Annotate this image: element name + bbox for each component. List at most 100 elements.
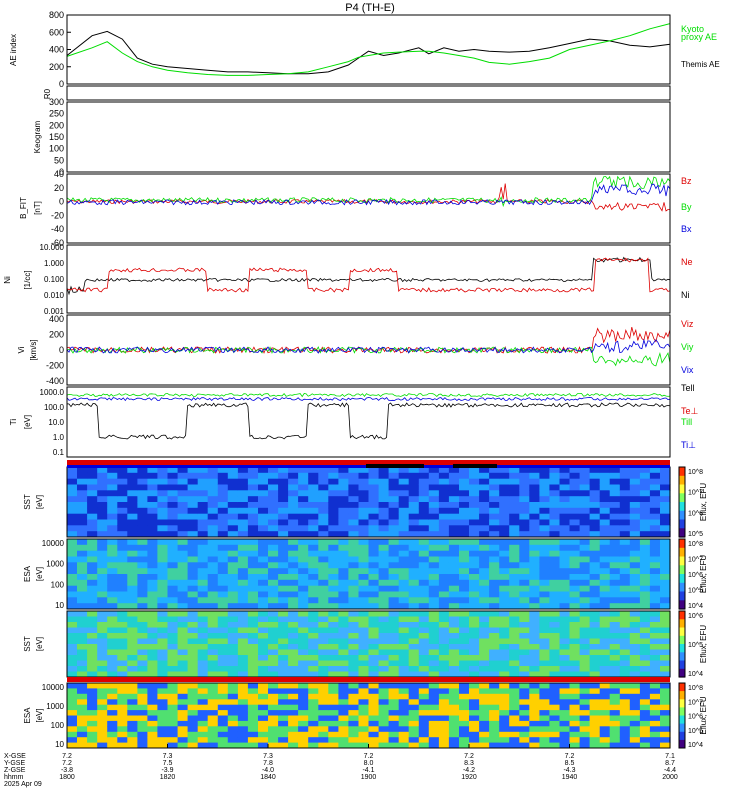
temperature-legend: Ti⊥ [681, 440, 696, 450]
spectrogram-cell [499, 539, 510, 546]
spectrogram-cell [408, 644, 420, 650]
spectrogram-cell [87, 574, 98, 581]
spectrogram-cell [318, 726, 329, 733]
spectrogram-cell [408, 531, 420, 538]
spectrogram-cell [227, 720, 239, 727]
spectrogram-cell [599, 726, 611, 733]
spectrogram-cell [398, 603, 410, 610]
spectrogram-cell [368, 731, 380, 738]
spectrogram-cell [559, 519, 571, 526]
spectrogram-cell [660, 627, 671, 634]
spectrogram-cell [358, 467, 370, 474]
spectrogram-cell [619, 496, 631, 503]
spectrogram-cell [428, 478, 440, 485]
spectrogram-cell [529, 660, 540, 667]
spectrogram-cell [358, 507, 370, 515]
spectrogram-cell [117, 579, 128, 587]
spectrogram-cell [318, 644, 329, 650]
spectrogram-cell [258, 715, 269, 722]
spectrogram-cell [328, 490, 339, 497]
spectrogram-cell [137, 688, 148, 695]
spectrogram-cell [579, 720, 591, 727]
spectrogram-cell [187, 502, 199, 509]
spectrogram-cell [247, 683, 259, 689]
spectrogram-cell [629, 591, 641, 598]
spectrogram-cell [599, 568, 611, 575]
spectrogram-cell [448, 472, 460, 480]
xaxis-ygse: 8.7 [665, 760, 675, 767]
spectrogram-cell [579, 611, 591, 617]
spectrogram-cell [589, 622, 601, 628]
spectrogram-cell [87, 683, 98, 689]
spectrogram-cell [519, 616, 530, 623]
spectrogram-cell [388, 611, 400, 617]
spectrogram-cell [639, 688, 651, 695]
spectrogram-cell [217, 742, 229, 749]
spectrogram-cell [137, 550, 148, 557]
spectrogram-cell [137, 704, 148, 711]
colorbar-segment [679, 467, 685, 477]
spectrogram-cell [579, 742, 591, 749]
spectrogram-cell [569, 556, 581, 563]
spectrogram-cell [479, 544, 490, 552]
spectrogram-cell [509, 688, 520, 695]
spectrogram-cell [77, 539, 88, 546]
spectrogram-cell [388, 568, 400, 575]
spectrogram-cell [288, 715, 299, 722]
spectrogram-cell [197, 507, 209, 515]
spectrogram-cell [438, 688, 450, 695]
spectrogram-cell [107, 507, 118, 515]
spectrogram-cell [438, 544, 450, 552]
spectrogram-cell [207, 644, 219, 650]
spectrogram-cell [167, 742, 179, 749]
spectrogram-cell [87, 502, 98, 509]
spectrogram-cell [489, 704, 500, 711]
spectrogram-cell [247, 531, 259, 538]
spectrogram-cell [237, 574, 249, 581]
spectrogram-cell [619, 585, 631, 592]
spectrogram-cell [107, 513, 118, 520]
spectrogram-cell [207, 731, 219, 738]
spectrogram-cell [318, 660, 329, 667]
spectrogram-cell [67, 574, 78, 581]
spectrogram-cell [459, 574, 470, 581]
spectrogram-cell [258, 611, 269, 617]
spectrogram-cell [358, 597, 370, 604]
spectrogram-cell [629, 513, 641, 520]
spectrogram-cell [529, 490, 540, 497]
spectrogram-cell [559, 715, 571, 722]
spectrogram-cell [147, 544, 158, 552]
spectrogram-cell [529, 655, 540, 661]
spectrogram-cell [308, 472, 319, 480]
spectrogram-cell [207, 649, 219, 656]
spectrogram-cell [217, 683, 229, 689]
spectrogram-cell [589, 671, 601, 678]
spectrogram-cell [227, 597, 239, 604]
spectrogram-cell [589, 611, 601, 617]
spectrogram-cell [428, 671, 440, 678]
spectrogram-cell [157, 502, 168, 509]
spectrogram-cell [418, 710, 430, 716]
spectrogram-cell [197, 671, 209, 678]
spectrogram-cell [97, 638, 108, 645]
spectrogram-cell [147, 611, 158, 617]
spectrogram-cell [298, 574, 309, 581]
spectrogram-cell [117, 649, 128, 656]
spectrogram-cell [338, 478, 349, 485]
spectrogram-cell [318, 611, 329, 617]
spectrogram-cell [107, 720, 118, 727]
spectrogram-cell [539, 720, 550, 727]
spectrogram-cell [227, 603, 239, 610]
spectrogram-cell [609, 603, 621, 610]
spectrogram-cell [489, 742, 500, 749]
spectrogram-cell [237, 720, 249, 727]
spectrogram-cell [77, 519, 88, 526]
spectrogram-cell [649, 742, 661, 749]
spectrogram-cell [459, 644, 470, 650]
spectrogram-cell [247, 550, 259, 557]
spectrogram-cell [589, 660, 601, 667]
spectrogram-cell [418, 726, 430, 733]
spectrogram-cell [258, 693, 269, 700]
spectrogram-cell [539, 568, 550, 575]
spectrogram-cell [288, 496, 299, 503]
